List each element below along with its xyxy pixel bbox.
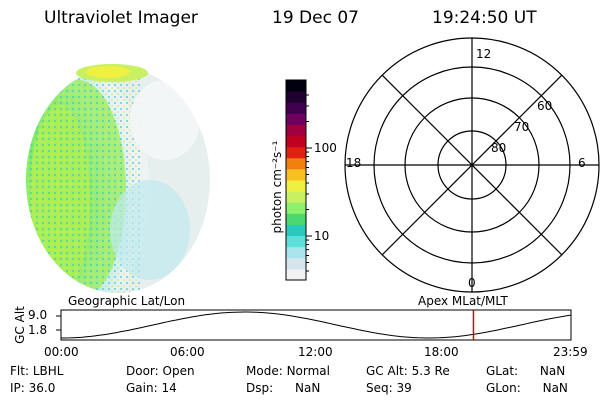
info-glat: GLat: NaN bbox=[486, 364, 566, 378]
colorbar-swatch bbox=[286, 213, 306, 225]
mlt-label-18: 18 bbox=[346, 156, 362, 170]
colorbar-tick-100: 100 bbox=[314, 141, 337, 155]
xtick-0000: 00:00 bbox=[44, 345, 79, 359]
info-flt: Flt: LBHL bbox=[10, 364, 64, 378]
colorbar-swatch bbox=[286, 257, 306, 270]
mlt-label-6: 6 bbox=[578, 156, 586, 170]
info-gcalt: GC Alt: 5.3 Re bbox=[366, 364, 450, 378]
colorbar-label: photon cm⁻²s⁻¹ bbox=[270, 140, 284, 234]
colorbar-ticks bbox=[306, 94, 312, 272]
instrument-title: Ultraviolet Imager bbox=[44, 8, 198, 28]
colorbar-swatch bbox=[286, 91, 306, 103]
colorbar-swatch bbox=[286, 224, 306, 237]
info-door: Door: Open bbox=[126, 364, 195, 378]
xtick-1800: 18:00 bbox=[424, 345, 459, 359]
mlat-label-80: 80 bbox=[491, 141, 507, 155]
info-mode: Mode: Normal bbox=[246, 364, 330, 378]
colorbar-swatch bbox=[286, 157, 306, 170]
mlt-label-12: 12 bbox=[476, 47, 492, 61]
altitude-plot bbox=[56, 309, 572, 341]
info-glon: GLon: NaN bbox=[486, 381, 568, 395]
info-seq: Seq: 39 bbox=[366, 381, 412, 395]
colorbar-swatch bbox=[286, 246, 306, 259]
uvi-earth-image bbox=[26, 64, 210, 293]
mlat-label-60: 60 bbox=[537, 99, 553, 113]
colorbar-swatch bbox=[286, 135, 306, 148]
time-label: 19:24:50 UT bbox=[432, 8, 537, 28]
ytick-1-8: 1.8 bbox=[28, 323, 48, 337]
colorbar-swatch bbox=[286, 146, 306, 159]
colorbar-swatch bbox=[286, 202, 306, 214]
mlt-label-0: 0 bbox=[468, 276, 476, 290]
colorbar-swatch bbox=[286, 191, 306, 203]
colorbar bbox=[286, 80, 306, 281]
colorbar-swatch bbox=[286, 235, 306, 248]
ytick-9: 9.0 bbox=[28, 308, 48, 322]
colorbar-tick-10: 10 bbox=[314, 229, 330, 243]
colorbar-swatch bbox=[286, 80, 306, 92]
colorbar-swatch bbox=[286, 180, 306, 192]
info-gain: Gain: 14 bbox=[126, 381, 177, 395]
geographic-title: Geographic Lat/Lon bbox=[68, 294, 186, 308]
date-label: 19 Dec 07 bbox=[272, 8, 359, 28]
altitude-ylabel: GC Alt bbox=[13, 306, 27, 344]
mlat-label-70: 70 bbox=[514, 120, 530, 134]
info-ip: IP: 36.0 bbox=[10, 381, 56, 395]
xtick-1200: 12:00 bbox=[298, 345, 333, 359]
colorbar-swatch bbox=[286, 168, 306, 181]
colorbar-swatch bbox=[286, 113, 306, 125]
xtick-2359: 23:59 bbox=[553, 345, 588, 359]
colorbar-frame bbox=[285, 79, 307, 281]
colorbar-swatch bbox=[286, 102, 306, 114]
altitude-curve bbox=[61, 311, 572, 339]
polar-grid bbox=[344, 37, 600, 293]
xtick-0600: 06:00 bbox=[170, 345, 205, 359]
apex-title: Apex MLat/MLT bbox=[418, 294, 508, 308]
colorbar-swatch bbox=[286, 268, 306, 281]
info-dsp: Dsp: NaN bbox=[246, 381, 321, 395]
colorbar-swatch bbox=[286, 124, 306, 137]
